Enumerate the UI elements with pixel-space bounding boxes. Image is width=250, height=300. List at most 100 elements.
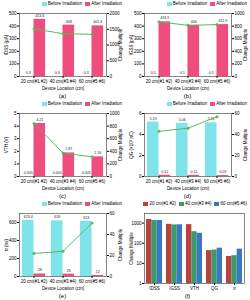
svg-text:20 cm(#1 #2): 20 cm(#1 #2) xyxy=(146,179,173,184)
svg-text:400: 400 xyxy=(9,24,17,29)
svg-text:200: 200 xyxy=(134,49,142,54)
svg-text:40: 40 xyxy=(235,132,241,137)
svg-text:Device Location (cm): Device Location (cm) xyxy=(42,86,85,91)
svg-text:0: 0 xyxy=(139,174,142,179)
svg-text:60: 60 xyxy=(235,111,241,116)
svg-text:600: 600 xyxy=(235,36,243,41)
svg-text:Change Multiple: Change Multiple xyxy=(243,28,248,61)
svg-text:500: 500 xyxy=(110,58,118,63)
svg-text:618: 618 xyxy=(54,215,60,219)
svg-text:40 cm(#3 #4): 40 cm(#3 #4) xyxy=(50,179,77,184)
svg-text:0: 0 xyxy=(14,174,17,179)
svg-text:0.5: 0.5 xyxy=(180,71,185,75)
svg-text:0: 0 xyxy=(139,74,142,79)
svg-text:0: 0 xyxy=(14,74,17,79)
svg-text:411.9: 411.9 xyxy=(218,19,227,23)
svg-text:0.12: 0.12 xyxy=(161,170,168,174)
svg-text:453.6: 453.6 xyxy=(35,14,44,18)
svg-text:VTH (V): VTH (V) xyxy=(4,136,9,153)
svg-text:Device Location (cm): Device Location (cm) xyxy=(42,286,85,291)
svg-text:400: 400 xyxy=(9,238,17,243)
svg-text:0: 0 xyxy=(235,174,238,179)
svg-text:200: 200 xyxy=(235,61,243,66)
svg-text:40 cm(#3 #4): 40 cm(#3 #4) xyxy=(175,179,202,184)
svg-text:Device Location (cm): Device Location (cm) xyxy=(42,186,85,191)
svg-text:100: 100 xyxy=(134,241,142,246)
svg-text:4: 4 xyxy=(14,124,17,129)
svg-text:40 cm(#3 #4): 40 cm(#3 #4) xyxy=(175,79,202,84)
svg-text:433.9: 433.9 xyxy=(160,16,169,20)
svg-text:VTH: VTH xyxy=(190,286,199,291)
svg-text:0: 0 xyxy=(14,274,17,279)
svg-text:IDSS: IDSS xyxy=(149,286,160,291)
svg-text:1.87: 1.87 xyxy=(65,147,72,151)
svg-text:408: 408 xyxy=(66,20,72,24)
svg-text:401.6: 401.6 xyxy=(93,20,102,24)
svg-text:2000: 2000 xyxy=(110,11,121,16)
svg-text:100: 100 xyxy=(9,61,17,66)
svg-text:300: 300 xyxy=(9,36,17,41)
svg-text:623.4: 623.4 xyxy=(24,215,33,219)
svg-text:0: 0 xyxy=(110,74,113,79)
svg-text:Device Location (cm): Device Location (cm) xyxy=(167,86,210,91)
svg-text:3: 3 xyxy=(14,136,17,141)
svg-text:20 cm(#1 #2): 20 cm(#1 #2) xyxy=(21,79,48,84)
svg-text:0.005: 0.005 xyxy=(53,171,62,175)
svg-text:Change Multiple: Change Multiple xyxy=(118,28,123,61)
svg-text:1.56: 1.56 xyxy=(94,151,101,155)
svg-text:QG: QG xyxy=(211,286,219,291)
svg-text:500: 500 xyxy=(134,11,142,16)
svg-text:20 cm(#1 #2): 20 cm(#1 #2) xyxy=(21,179,48,184)
svg-text:5: 5 xyxy=(14,111,17,116)
svg-text:600: 600 xyxy=(9,220,17,225)
svg-text:60: 60 xyxy=(110,211,116,216)
svg-text:0.5: 0.5 xyxy=(209,71,214,75)
svg-text:6: 6 xyxy=(139,111,142,116)
svg-text:0.11: 0.11 xyxy=(190,170,197,174)
svg-text:0: 0 xyxy=(110,274,113,279)
svg-text:4.21: 4.21 xyxy=(36,118,43,122)
svg-text:2: 2 xyxy=(139,153,142,158)
svg-text:Device Location (cm): Device Location (cm) xyxy=(167,186,210,191)
svg-text:300: 300 xyxy=(134,36,142,41)
svg-text:60 cm(#5 #6): 60 cm(#5 #6) xyxy=(204,79,231,84)
svg-text:5.19: 5.19 xyxy=(150,117,157,121)
svg-text:40 cm(#3 #4): 40 cm(#3 #4) xyxy=(50,79,77,84)
svg-text:1000: 1000 xyxy=(110,111,121,116)
svg-text:0.005: 0.005 xyxy=(82,171,91,175)
svg-text:2: 2 xyxy=(14,149,17,154)
svg-text:40 cm(#3 #4): 40 cm(#3 #4) xyxy=(50,279,77,284)
svg-text:0.3: 0.3 xyxy=(84,71,89,75)
svg-text:IDSS (μA): IDSS (μA) xyxy=(4,34,9,55)
svg-text:40: 40 xyxy=(110,232,116,237)
svg-text:12: 12 xyxy=(96,270,100,274)
svg-text:613: 613 xyxy=(83,216,89,220)
svg-text:0.005: 0.005 xyxy=(24,171,33,175)
svg-text:20 cm(#1 #2): 20 cm(#1 #2) xyxy=(146,79,173,84)
svg-text:100: 100 xyxy=(134,61,142,66)
svg-text:IGSS (pA): IGSS (pA) xyxy=(129,34,134,55)
svg-text:0: 0 xyxy=(110,174,113,179)
svg-text:28: 28 xyxy=(38,268,42,272)
svg-text:0.09: 0.09 xyxy=(219,170,226,174)
svg-text:0.5: 0.5 xyxy=(151,71,156,75)
svg-text:20: 20 xyxy=(235,153,241,158)
svg-text:200: 200 xyxy=(9,49,17,54)
svg-text:tr (ns): tr (ns) xyxy=(4,239,9,251)
svg-text:4: 4 xyxy=(139,132,142,137)
svg-text:200: 200 xyxy=(9,256,17,261)
svg-text:400: 400 xyxy=(110,149,118,154)
svg-text:60 cm(#5 #6): 60 cm(#5 #6) xyxy=(79,179,106,184)
svg-text:0: 0 xyxy=(235,74,238,79)
svg-text:800: 800 xyxy=(235,24,243,29)
svg-text:Change Multiple: Change Multiple xyxy=(118,228,123,261)
svg-text:60 cm(#5 #6): 60 cm(#5 #6) xyxy=(79,79,106,84)
svg-text:Change Multiple: Change Multiple xyxy=(129,232,134,265)
svg-text:1000: 1000 xyxy=(235,11,246,16)
svg-text:200: 200 xyxy=(110,161,118,166)
svg-text:1: 1 xyxy=(139,281,142,286)
svg-text:406: 406 xyxy=(191,20,197,24)
svg-text:400: 400 xyxy=(235,49,243,54)
svg-text:20: 20 xyxy=(110,253,116,258)
svg-text:60 cm(#5 #6): 60 cm(#5 #6) xyxy=(204,179,231,184)
